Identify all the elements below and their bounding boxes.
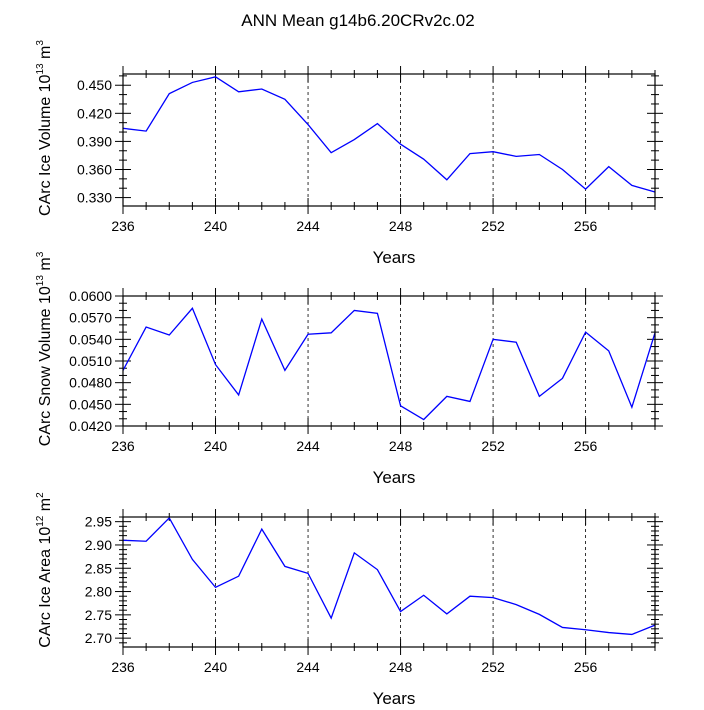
- x-tick-label: 240: [204, 218, 228, 234]
- y-tick-label: 0.0570: [69, 310, 112, 326]
- y-tick-label: 0.420: [77, 105, 112, 121]
- y-tick-label: 0.390: [77, 133, 112, 149]
- y-tick-label: 0.0450: [69, 396, 112, 412]
- y-axis-label: CArc Ice Volume 1013 m3: [35, 40, 54, 216]
- series-line: [122, 307, 656, 421]
- x-tick-label: 248: [389, 438, 413, 454]
- x-tick-label: 248: [389, 218, 413, 234]
- panel-1: 0.330 0.360 0.390 0.420 0.450 236 240 244 248 252…: [35, 40, 663, 267]
- x-tick-label: 252: [481, 438, 505, 454]
- plot-frame: [122, 73, 656, 207]
- y-axis-label: CArc Ice Area 1012 m2: [35, 492, 54, 648]
- x-tick-label: 248: [389, 659, 413, 675]
- plot-frame: [122, 516, 656, 648]
- x-axis-label: Years: [373, 689, 416, 705]
- y-tick-label: 2.75: [85, 607, 112, 623]
- x-axis-label: Years: [373, 468, 416, 487]
- y-tick-label: 0.0510: [69, 353, 112, 369]
- y-tick-label: 0.360: [77, 161, 112, 177]
- y-tick-label: 0.330: [77, 190, 112, 206]
- series-line: [122, 76, 656, 193]
- x-tick-label: 256: [574, 438, 598, 454]
- x-tick-label: 236: [111, 659, 135, 675]
- series-line: [122, 516, 656, 636]
- x-axis-label: Years: [373, 248, 416, 267]
- x-tick-label: 256: [574, 218, 598, 234]
- x-tick-label: 252: [481, 218, 505, 234]
- y-tick-label: 2.95: [85, 514, 112, 530]
- y-tick-label: 0.450: [77, 77, 112, 93]
- x-tick-label: 240: [204, 659, 228, 675]
- plot-frame: [122, 295, 656, 427]
- x-tick-label: 244: [296, 218, 320, 234]
- x-tick-label: 256: [574, 659, 598, 675]
- y-tick-label: 0.0420: [69, 418, 112, 434]
- x-tick-label: 236: [111, 218, 135, 234]
- figure-title: ANN Mean g14b6.20CRv2c.02: [241, 11, 474, 30]
- x-tick-label: 236: [111, 438, 135, 454]
- y-tick-label: 2.80: [85, 584, 112, 600]
- x-tick-label: 244: [296, 438, 320, 454]
- x-tick-label: 240: [204, 438, 228, 454]
- y-tick-label: 2.90: [85, 537, 112, 553]
- y-axis-label: CArc Snow Volume 1013 m3: [35, 251, 54, 446]
- x-tick-label: 244: [296, 659, 320, 675]
- y-tick-label: 2.70: [85, 630, 112, 646]
- x-tick-label: 252: [481, 659, 505, 675]
- y-tick-label: 0.0480: [69, 375, 112, 391]
- y-tick-label: 2.85: [85, 560, 112, 576]
- y-tick-label: 0.0600: [69, 288, 112, 304]
- panel-2: 0.0420 0.0450 0.0480 0.0510 0.0540 0.0570 0.06…: [35, 251, 663, 487]
- panel-3: 2.70 2.75 2.80 2.85 2.90 2.95 236 240 244 248 252 2…: [35, 492, 663, 708]
- y-tick-label: 0.0540: [69, 331, 112, 347]
